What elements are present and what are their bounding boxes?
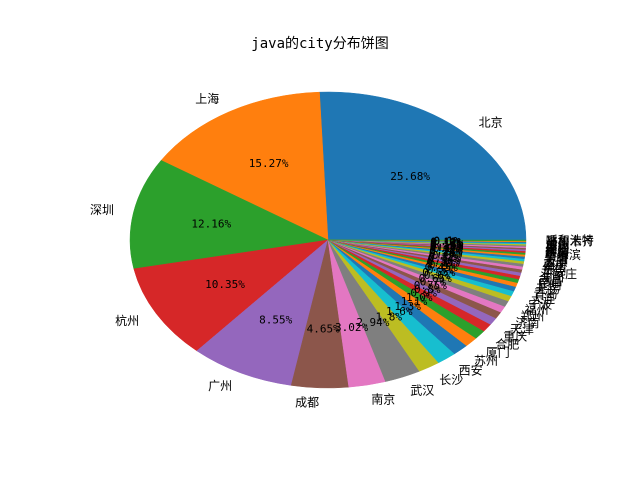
pie-pct-label-16: 0.75% bbox=[414, 279, 447, 292]
pie-category-label-29: 南宁 bbox=[543, 257, 567, 272]
pie-pct-label-1: 25.68% bbox=[390, 170, 430, 183]
pie-category-label-16: 济南 bbox=[516, 315, 540, 330]
pie-pct-label-9: 1.8% bbox=[375, 310, 402, 323]
pie-category-label-33: 哈尔滨 bbox=[545, 247, 581, 262]
pie-category-label-1: 北京 bbox=[479, 115, 503, 129]
pie-category-label-37: 嘉兴 bbox=[546, 241, 570, 255]
pie-pct-label-15: 0.8% bbox=[414, 283, 441, 296]
chart-title: java的city分布饼图 bbox=[251, 36, 388, 52]
pie-pct-label-22: 0.45% bbox=[425, 261, 458, 274]
pie-category-label-22: 无锡 bbox=[536, 281, 560, 296]
pie-pct-label-28: 0.3% bbox=[432, 249, 459, 262]
pie-category-label-26: 石家庄 bbox=[541, 266, 577, 281]
pie-category-label-43: 呼和浩特 bbox=[546, 233, 594, 248]
pie-category-label-31: 贵阳 bbox=[544, 252, 568, 266]
pie-pct-label-23: 0.4% bbox=[429, 259, 456, 272]
pie-pct-label-4: 10.35% bbox=[205, 278, 245, 291]
pie-category-label-42: 乌鲁木齐 bbox=[546, 234, 594, 249]
pie-category-label-12: 厦门 bbox=[486, 344, 510, 359]
pie-pct-label-42: 0.1% bbox=[434, 235, 461, 248]
pie-category-label-36: 温州 bbox=[545, 243, 569, 257]
pie-category-label-28: 佛山 bbox=[543, 261, 567, 275]
pie-category-label-39: 中山 bbox=[546, 237, 570, 252]
pie-pct-label-31: 0.24% bbox=[429, 245, 462, 258]
pie-pct-label-10: 1.6% bbox=[386, 305, 413, 318]
pie-pct-label-43: 0.1% bbox=[434, 234, 461, 247]
pie-slice-4 bbox=[133, 239, 329, 352]
pie-category-label-17: 郑州 bbox=[520, 308, 544, 323]
pie-pct-label-24: 0.38% bbox=[426, 256, 459, 269]
pie-category-label-6: 成都 bbox=[295, 396, 319, 410]
pie-pct-label-41: 0.11% bbox=[430, 235, 463, 248]
pie-pct-label-18: 0.65% bbox=[419, 272, 452, 285]
pie-pct-label-32: 0.22% bbox=[430, 243, 463, 256]
pie-category-label-23: 昆明 bbox=[537, 278, 561, 292]
pie-pct-label-30: 0.26% bbox=[429, 246, 462, 259]
pie-pct-label-3: 12.16% bbox=[191, 218, 231, 231]
pie-slices bbox=[129, 91, 527, 389]
pie-pct-label-2: 15.27% bbox=[249, 157, 289, 170]
pie-pct-label-19: 0.6% bbox=[424, 269, 451, 282]
pie-category-label-8: 武汉 bbox=[410, 384, 434, 398]
pie-category-label-34: 珠海 bbox=[545, 245, 569, 260]
pie-slice-43 bbox=[327, 239, 527, 242]
pie-slice-1 bbox=[319, 91, 527, 241]
pie-category-label-15: 天津 bbox=[510, 322, 534, 336]
pie-category-label-20: 大连 bbox=[531, 291, 555, 306]
pie-category-label-21: 青岛 bbox=[534, 286, 558, 301]
pie-pct-label-40: 0.12% bbox=[430, 236, 463, 249]
pie-slice-2 bbox=[160, 91, 329, 241]
pie-category-label-27: 东莞 bbox=[542, 264, 566, 278]
pie-pct-label-38: 0.14% bbox=[430, 238, 463, 251]
pie-pct-label-39: 0.13% bbox=[430, 237, 463, 250]
pie-category-label-40: 兰州 bbox=[546, 237, 570, 251]
pie-category-label-38: 惠州 bbox=[546, 239, 570, 253]
pie-pct-label-12: 1.1% bbox=[401, 295, 428, 308]
pie-category-label-13: 合肥 bbox=[495, 336, 519, 351]
pie-category-label-25: 沈阳 bbox=[540, 270, 564, 285]
pie-pct-label-29: 0.28% bbox=[429, 247, 462, 260]
pie-category-label-19: 宁波 bbox=[528, 296, 552, 311]
pie-category-label-18: 福州 bbox=[525, 302, 549, 317]
pie-pct-label-20: 0.55% bbox=[422, 266, 455, 279]
pie-pct-label-13: 1.0% bbox=[406, 291, 433, 304]
pie-category-label-9: 长沙 bbox=[439, 373, 463, 387]
pie-category-label-14: 重庆 bbox=[503, 330, 527, 344]
pie-pct-label-33: 0.2% bbox=[433, 242, 460, 255]
pie-pct-label-27: 0.32% bbox=[428, 251, 461, 264]
pie-category-label-3: 深圳 bbox=[90, 203, 114, 217]
pie-category-label-4: 杭州 bbox=[115, 313, 139, 328]
pie-pct-label-5: 8.55% bbox=[259, 314, 292, 327]
pie-pct-label-8: 2.94% bbox=[356, 316, 389, 329]
pie-category-label-7: 南京 bbox=[371, 392, 395, 407]
pie-category-label-24: 南昌 bbox=[539, 273, 563, 288]
pie-pct-label-14: 0.9% bbox=[410, 287, 437, 300]
pie-percentage-labels: 25.68% 15.27% 12.16% 10.35% 8.55% 4.65%3.02%2… bbox=[191, 157, 463, 336]
pie-category-label-30: 太原 bbox=[544, 254, 568, 269]
pie-pct-label-6: 4.65% bbox=[307, 323, 340, 336]
pie-pct-label-7: 3.02% bbox=[335, 321, 368, 334]
pie-pct-label-21: 0.5% bbox=[427, 263, 454, 276]
pie-pct-label-17: 0.7% bbox=[420, 276, 447, 289]
pie-category-label-5: 广州 bbox=[208, 379, 232, 393]
pie-pct-label-25: 0.36% bbox=[427, 254, 460, 267]
pie-category-label-41: 海口 bbox=[546, 235, 570, 250]
pie-pct-label-11: 1.3% bbox=[394, 300, 421, 313]
pie-pct-label-36: 0.16% bbox=[430, 239, 463, 252]
pie-pct-label-26: 0.34% bbox=[428, 253, 461, 266]
pie-pct-label-37: 0.15% bbox=[430, 238, 463, 251]
pie-category-label-11: 苏州 bbox=[474, 354, 498, 368]
pie-slice-5 bbox=[196, 239, 329, 386]
pie-category-label-10: 西安 bbox=[459, 362, 483, 377]
pie-category-label-32: 长春 bbox=[545, 250, 569, 264]
pie-pct-label-35: 0.17% bbox=[430, 240, 463, 253]
pie-slice-3 bbox=[129, 160, 329, 270]
pie-pct-label-34: 0.18% bbox=[430, 241, 463, 254]
pie-category-label-2: 上海 bbox=[195, 91, 219, 106]
pie-category-label-35: 常州 bbox=[545, 244, 569, 258]
